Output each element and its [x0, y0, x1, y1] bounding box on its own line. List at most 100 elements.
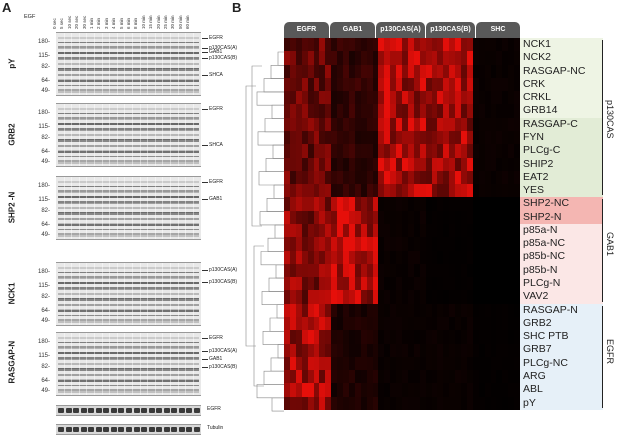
heatmap-cell — [461, 131, 468, 145]
heatmap-cell — [502, 51, 509, 66]
heatmap-cell — [496, 51, 503, 66]
band-pointer — [202, 182, 208, 184]
heatmap-cell — [301, 370, 309, 384]
heatmap-cell — [378, 91, 385, 105]
heatmap-cell — [437, 184, 444, 198]
heatmap-cell — [372, 343, 379, 358]
heatmap-cell — [402, 38, 409, 52]
heatmap-row-label: YES — [520, 184, 603, 198]
heatmap-cell — [307, 383, 314, 398]
heatmap-cell — [378, 396, 385, 411]
heatmap-cell — [461, 38, 468, 52]
heatmap-cell — [466, 210, 474, 225]
dendrogram-branch — [259, 211, 284, 226]
heatmap-cell — [319, 210, 326, 225]
heatmap-cell — [396, 131, 403, 145]
heatmap-cell — [419, 370, 427, 384]
dendrogram-branch — [258, 171, 284, 186]
heatmap-cell — [443, 197, 450, 212]
heatmap-cell — [502, 38, 509, 52]
heatmap-cell — [472, 144, 480, 159]
heatmap-cell — [478, 290, 486, 305]
heatmap-cell — [337, 104, 344, 119]
heatmap-cell — [472, 77, 480, 92]
dendrogram-branch — [265, 158, 284, 172]
heatmap-cell — [402, 370, 409, 384]
heatmap-cell — [478, 91, 486, 105]
timepoint-label: 20 min — [155, 15, 161, 29]
heatmap-cell — [331, 330, 338, 345]
heatmap-cell — [508, 317, 515, 331]
loading-strip — [56, 405, 201, 416]
heatmap-cell — [313, 396, 320, 411]
heatmap-row-label: EAT2 — [520, 170, 603, 185]
blot-band — [58, 222, 199, 225]
heatmap-cell — [354, 38, 362, 52]
blot-band — [58, 380, 199, 382]
heatmap-cell — [443, 237, 450, 252]
timepoint-label: 15 min — [148, 15, 154, 29]
blot-band — [58, 276, 199, 278]
heatmap-cell — [461, 51, 468, 66]
heatmap-column-header: SHC — [476, 22, 520, 38]
heatmap-cell — [360, 104, 368, 119]
heatmap-cell — [455, 64, 462, 79]
lane-divider — [170, 333, 171, 395]
heatmap-cell — [289, 370, 297, 384]
blot-band — [58, 389, 199, 391]
timepoint-label: 50 min — [177, 15, 183, 29]
heatmap-cell — [490, 356, 497, 371]
heatmap-cell — [455, 104, 462, 119]
heatmap-cell — [472, 290, 480, 305]
heatmap-cell — [402, 117, 409, 132]
lane-divider — [139, 33, 141, 95]
heatmap-cell — [484, 104, 491, 119]
heatmap-cell — [337, 250, 344, 265]
heatmap-cell — [449, 170, 456, 185]
heatmap-cell — [461, 184, 468, 198]
heatmap-cell — [461, 210, 468, 225]
heatmap-cell — [472, 117, 480, 132]
heatmap-cell — [413, 51, 421, 66]
heatmap-cell — [449, 290, 456, 305]
dendrogram-branch — [260, 251, 284, 266]
heatmap-cell — [331, 290, 338, 305]
dendrogram-branch — [257, 131, 284, 146]
heatmap-cell — [508, 170, 515, 185]
heatmap-cell — [337, 197, 344, 212]
heatmap-cell — [455, 237, 462, 252]
heatmap-cell — [284, 184, 291, 198]
loading-band — [141, 408, 148, 413]
heatmap-cell — [425, 396, 432, 411]
dendrogram-branch — [256, 91, 284, 106]
blot-band — [58, 89, 199, 91]
band-label: EGFR — [209, 335, 223, 342]
heatmap-cell — [325, 383, 332, 398]
heatmap-cell — [390, 210, 397, 225]
heatmap-cell — [325, 91, 332, 105]
heatmap-cell — [402, 184, 409, 198]
heatmap-cell — [419, 117, 427, 132]
heatmap-cell — [319, 356, 326, 371]
heatmap-cell — [348, 290, 356, 305]
heatmap-cell — [384, 396, 391, 411]
mw-marker: 49- — [41, 231, 50, 238]
heatmap-cell — [343, 383, 350, 398]
heatmap-cell — [502, 210, 509, 225]
heatmap-cell — [319, 144, 326, 159]
heatmap-cell — [313, 197, 320, 212]
heatmap-cell — [407, 197, 415, 212]
heatmap-cell — [425, 290, 432, 305]
heatmap-cell — [307, 104, 314, 119]
lane-divider — [124, 177, 126, 239]
heatmap-cell — [472, 184, 480, 198]
lane-divider — [154, 104, 156, 166]
blot-image — [56, 103, 201, 167]
heatmap-cell — [384, 77, 391, 92]
lane-divider — [154, 33, 156, 95]
heatmap-cell — [514, 263, 521, 278]
heatmap-cell — [307, 117, 314, 132]
blot-image — [56, 32, 201, 96]
heatmap-cell — [508, 184, 515, 198]
heatmap-cell — [419, 64, 427, 79]
